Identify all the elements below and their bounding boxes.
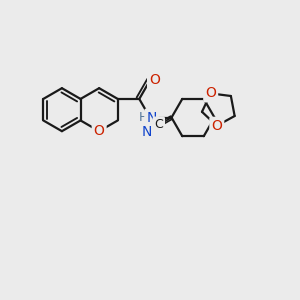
Text: O: O: [94, 124, 105, 138]
Text: N: N: [141, 125, 152, 139]
Text: H: H: [139, 111, 148, 124]
Text: O: O: [149, 73, 160, 87]
Text: C: C: [154, 118, 163, 131]
Text: O: O: [212, 119, 222, 133]
Text: O: O: [205, 86, 216, 100]
Text: N: N: [146, 111, 157, 124]
